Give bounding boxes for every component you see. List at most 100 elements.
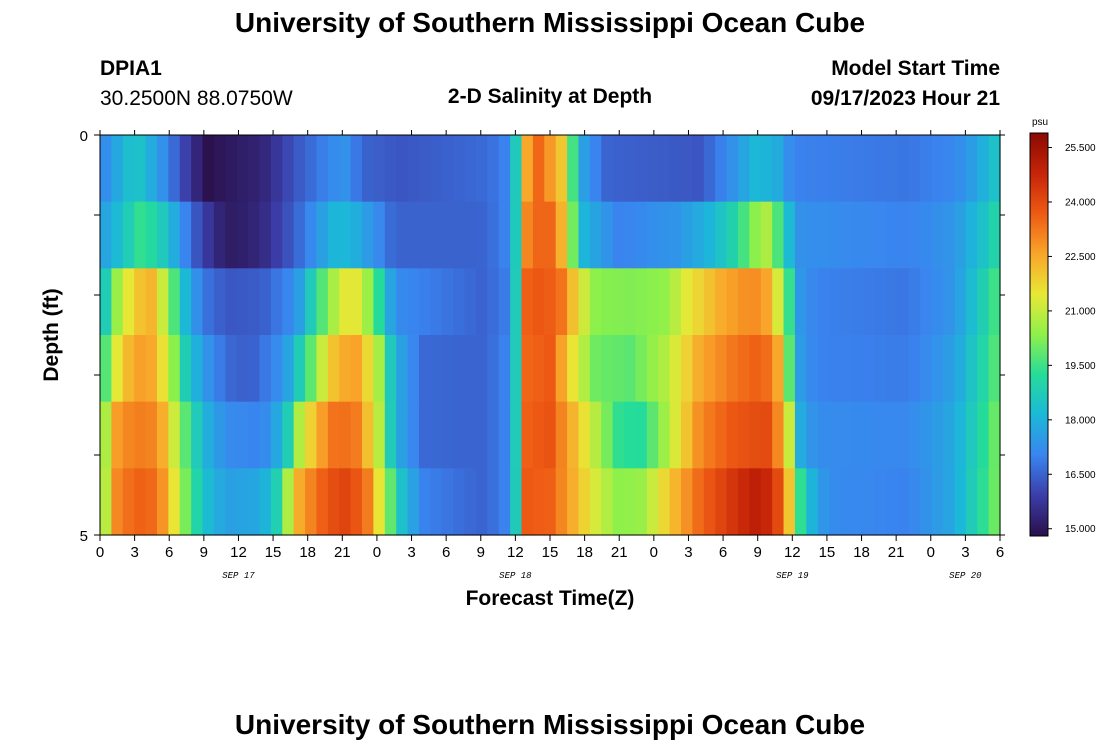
heatmap-cell (532, 201, 545, 269)
heatmap-cell (350, 335, 363, 403)
heatmap-cell (191, 401, 204, 469)
model-start-value: 09/17/2023 Hour 21 (810, 87, 1000, 110)
heatmap-cell (794, 201, 807, 269)
colorbar-unit: psu (1032, 117, 1048, 128)
colorbar-tick-label: 18.000 (1065, 415, 1096, 426)
heatmap-cell (920, 401, 933, 469)
x-tick-label: 12 (784, 544, 801, 561)
heatmap-cell (213, 201, 226, 269)
heatmap-cell (145, 268, 158, 336)
x-tick-label: 18 (576, 544, 593, 561)
heatmap-cell (920, 335, 933, 403)
x-date-label: SEP 19 (776, 571, 809, 581)
heatmap-cell (908, 201, 921, 269)
heatmap-cell (396, 135, 409, 203)
heatmap-cell (100, 135, 112, 203)
heatmap-cell (441, 335, 454, 403)
heatmap-cell (430, 201, 443, 269)
station-coordinates: 30.2500N 88.0750W (100, 87, 293, 110)
heatmap-cell (236, 335, 249, 403)
heatmap-cell (817, 335, 830, 403)
heatmap-cell (829, 268, 842, 336)
heatmap-cell (475, 135, 488, 203)
x-tick-label: 18 (299, 544, 316, 561)
heatmap-cell (521, 335, 534, 403)
x-tick-label: 6 (719, 544, 727, 561)
heatmap-cell (749, 268, 762, 336)
heatmap-cell (282, 201, 295, 269)
heatmap-cell (418, 135, 431, 203)
heatmap-cell (829, 468, 842, 536)
heatmap-cell (122, 468, 135, 536)
heatmap-cell (851, 268, 864, 336)
heatmap-cell (931, 468, 944, 536)
heatmap-cell (156, 268, 169, 336)
heatmap-cell (441, 135, 454, 203)
heatmap-cell (817, 268, 830, 336)
x-axis: 0 3 6 9 12 15 18 21 0 3 6 9 12 15 18 21 0 3 6 9 12 15 18 21 0 3 6 S… (96, 130, 1004, 581)
heatmap-cell (669, 468, 682, 536)
heatmap-cell (213, 335, 226, 403)
heatmap-cell (669, 268, 682, 336)
x-date-label: SEP 20 (949, 571, 982, 581)
heatmap-cell (965, 268, 978, 336)
heatmap-cell (327, 268, 340, 336)
heatmap-cell (601, 201, 614, 269)
heatmap-cell (418, 201, 431, 269)
colorbar-tick-label: 22.500 (1065, 252, 1096, 263)
heatmap-cell (692, 468, 705, 536)
heatmap-cell (111, 468, 124, 536)
heatmap-cell (191, 135, 204, 203)
heatmap-cell (362, 468, 375, 536)
heatmap-cell (692, 268, 705, 336)
heatmap-cell (339, 268, 352, 336)
heatmap-cell (954, 201, 967, 269)
heatmap-cell (305, 468, 318, 536)
y-tick-label: 5 (80, 528, 88, 545)
heatmap-cell (111, 268, 124, 336)
heatmap-cell (646, 268, 659, 336)
heatmap-cell (794, 335, 807, 403)
x-tick-label: 3 (961, 544, 969, 561)
heatmap-cell (453, 135, 466, 203)
heatmap-cell (236, 201, 249, 269)
heatmap-cell (305, 401, 318, 469)
heatmap-cell (282, 268, 295, 336)
heatmap-cell (350, 201, 363, 269)
heatmap-cell (350, 468, 363, 536)
heatmap-cell (521, 268, 534, 336)
heatmap-cell (305, 135, 318, 203)
heatmap-cell (567, 135, 580, 203)
heatmap-cell (179, 201, 192, 269)
heatmap-cell (156, 401, 169, 469)
heatmap-cell (179, 335, 192, 403)
x-tick-label: 21 (611, 544, 628, 561)
heatmap-cell (168, 135, 181, 203)
heatmap-cell (749, 468, 762, 536)
heatmap-cell (464, 201, 477, 269)
heatmap-cell (760, 201, 773, 269)
heatmap-cell (122, 135, 135, 203)
heatmap-cell (681, 268, 693, 336)
colorbar-tick-label: 24.000 (1065, 197, 1096, 208)
heatmap-cell (988, 268, 1001, 336)
heatmap-cell (418, 335, 431, 403)
salinity-heatmap-chart: 0 3 6 9 12 15 18 21 0 3 6 9 12 15 18 21 0 3 6 9 12 15 18 21 0 3 6 S… (40, 117, 1096, 610)
heatmap-cell (475, 201, 488, 269)
heatmap-cell (715, 468, 728, 536)
heatmap-cell (931, 201, 944, 269)
heatmap-cell (589, 335, 602, 403)
heatmap-cell (760, 268, 773, 336)
heatmap-cell (111, 401, 124, 469)
heatmap-cell (418, 468, 431, 536)
heatmap-cell (624, 135, 637, 203)
heatmap-cell (715, 335, 728, 403)
heatmap-cell (772, 335, 785, 403)
heatmap-cell (544, 335, 557, 403)
heatmap-cell (874, 201, 887, 269)
heatmap-cell (407, 201, 420, 269)
heatmap-cell (737, 268, 750, 336)
heatmap-cell (179, 401, 192, 469)
heatmap-cell (715, 268, 728, 336)
heatmap-cell (658, 268, 671, 336)
